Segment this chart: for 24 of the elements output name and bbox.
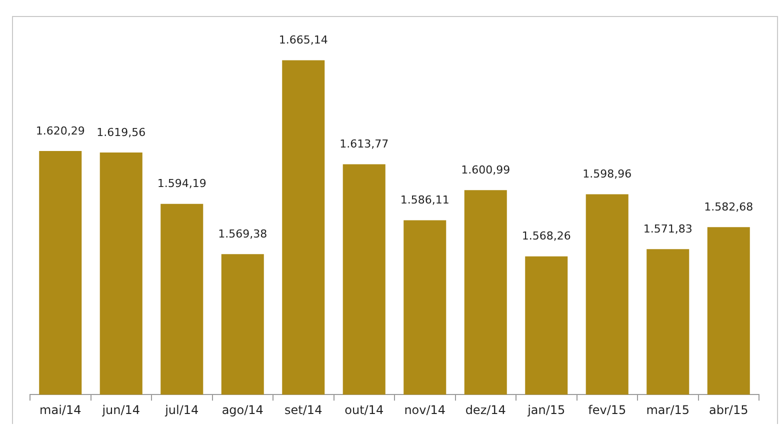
data-label: 1.586,11 [400,194,450,207]
x-tick-label: mar/15 [646,402,690,417]
x-tick-label: set/14 [284,402,322,417]
data-label: 1.665,14 [278,34,328,47]
data-label: 1.582,68 [704,200,754,214]
x-tick-label: fev/15 [588,402,626,417]
x-tick-label: nov/14 [404,402,446,417]
x-tick-label: jun/14 [101,402,140,417]
data-label: 1.619,56 [96,126,146,139]
x-tick-label: mai/14 [40,402,82,417]
data-label: 1.594,19 [157,177,206,190]
data-label: 1.569,38 [218,227,268,240]
data-label: 1.613,77 [340,138,389,151]
x-tick-label: out/14 [344,402,384,417]
x-tick-label: jul/14 [164,402,199,417]
x-tick-label: jan/15 [526,402,566,417]
x-tick-label: ago/14 [222,402,264,417]
data-label: 1.598,96 [582,168,632,181]
data-label: 1.620,29 [36,124,85,138]
data-label: 1.571,83 [643,222,692,236]
data-label: 1.568,26 [522,230,571,243]
data-label: 1.600,99 [461,163,510,176]
x-tick-label: abr/15 [709,402,748,417]
x-tick-label: dez/14 [465,402,506,417]
